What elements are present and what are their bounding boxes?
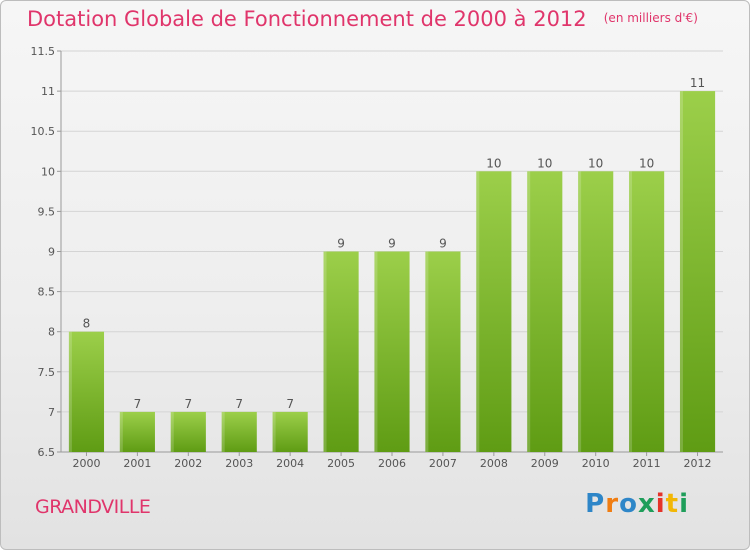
title-row: Dotation Globale de Fonctionnement de 20… <box>27 7 698 31</box>
bar-value-label: 7 <box>286 397 294 411</box>
bar-highlight <box>679 91 683 452</box>
bar-highlight <box>221 411 225 452</box>
bar-highlight <box>425 251 429 452</box>
bar-highlight <box>476 171 480 453</box>
x-tick-label: 2012 <box>684 457 712 470</box>
bar <box>170 411 206 452</box>
bars <box>68 91 716 453</box>
y-tick-label: 10 <box>41 165 55 178</box>
y-tick-label: 9.5 <box>38 205 56 218</box>
bar-value-label: 7 <box>134 397 142 411</box>
bar-value-label: 8 <box>83 317 91 331</box>
commune-name: GRANDVILLE <box>35 496 151 518</box>
bar <box>323 251 359 452</box>
bar-value-label: 11 <box>690 76 705 90</box>
bar-value-label: 10 <box>537 156 552 170</box>
logo-letter: o <box>619 489 638 519</box>
x-tick-label: 2011 <box>633 457 661 470</box>
y-tick-label: 7.5 <box>38 366 56 379</box>
x-tick-label: 2000 <box>72 457 100 470</box>
bar-highlight <box>629 171 633 453</box>
y-tick-label: 11.5 <box>31 45 56 58</box>
bar <box>272 411 308 452</box>
x-tick-label: 2001 <box>123 457 151 470</box>
x-tick-label: 2003 <box>225 457 253 470</box>
bar-value-label: 10 <box>486 156 501 170</box>
logo-letter: t <box>665 489 680 519</box>
x-tick-label: 2005 <box>327 457 355 470</box>
bar <box>476 171 512 453</box>
y-tick-label: 6.5 <box>38 446 56 459</box>
bar-highlight <box>527 171 531 453</box>
bar <box>374 251 410 452</box>
logo-letter: i <box>679 489 689 519</box>
y-tick-label: 8 <box>48 326 55 339</box>
logo-letter: x <box>637 489 656 519</box>
x-tick-label: 2009 <box>531 457 559 470</box>
logo-letter: P <box>585 489 606 519</box>
logo-letter: i <box>655 489 666 519</box>
chart-subtitle: (en milliers d'€) <box>603 11 698 25</box>
labels: 6.5 7 7.5 8 8.5 9 9.5 10 10.5 11 11.5 8 2000 7 2001 7 20… <box>31 45 712 470</box>
bar-value-label: 9 <box>439 237 447 251</box>
bar-value-label: 7 <box>235 397 243 411</box>
bar-value-label: 9 <box>388 237 396 251</box>
bar <box>679 91 716 452</box>
bar-highlight <box>170 411 174 452</box>
bar <box>68 331 105 452</box>
chart-title: Dotation Globale de Fonctionnement de 20… <box>27 7 587 31</box>
y-tick-label: 8.5 <box>38 286 56 299</box>
bar-value-label: 10 <box>588 156 603 170</box>
bar-highlight <box>68 331 72 452</box>
bar <box>119 411 155 452</box>
y-tick-label: 10.5 <box>31 125 56 138</box>
bar-value-label: 9 <box>337 237 345 251</box>
x-tick-label: 2004 <box>276 457 304 470</box>
x-tick-label: 2007 <box>429 457 457 470</box>
x-tick-label: 2008 <box>480 457 508 470</box>
bar <box>425 251 461 452</box>
proxiti-logo: Proxiti <box>585 489 689 519</box>
bar <box>221 411 257 452</box>
bar <box>527 171 563 453</box>
logo-letter: r <box>605 489 620 519</box>
x-tick-label: 2006 <box>378 457 406 470</box>
bar-highlight <box>323 251 327 452</box>
x-tick-label: 2010 <box>582 457 610 470</box>
y-tick-label: 11 <box>41 85 55 98</box>
x-tick-label: 2002 <box>174 457 202 470</box>
bar-value-label: 10 <box>639 156 654 170</box>
y-tick-label: 7 <box>48 406 55 419</box>
bar-highlight <box>374 251 378 452</box>
bar-highlight <box>272 411 276 452</box>
bar <box>629 171 665 453</box>
y-tick-label: 9 <box>48 246 55 259</box>
bar-highlight <box>578 171 582 453</box>
bar-highlight <box>119 411 123 452</box>
bar <box>578 171 614 453</box>
bar-value-label: 7 <box>184 397 192 411</box>
